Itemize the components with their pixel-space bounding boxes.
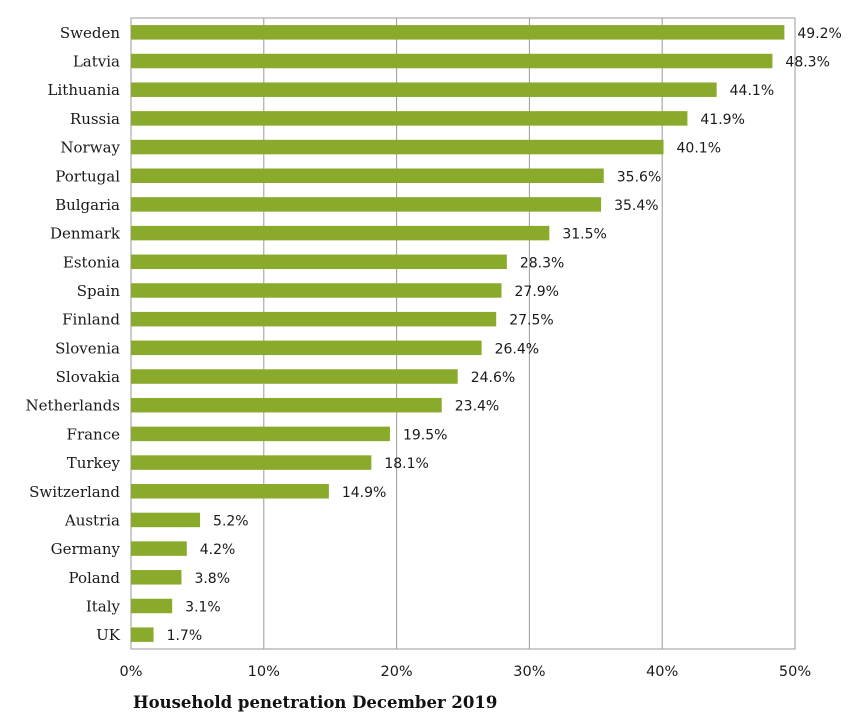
category-label: Finland	[62, 311, 120, 329]
bar-austria	[131, 512, 201, 528]
x-tick-label: 20%	[380, 664, 412, 680]
value-label: 27.9%	[515, 284, 559, 300]
bar-lithuania	[131, 82, 717, 97]
bars	[131, 25, 785, 642]
value-label: 3.8%	[194, 571, 230, 587]
value-label: 19.5%	[403, 427, 447, 443]
bar-poland	[131, 570, 182, 585]
category-label: Slovenia	[55, 339, 120, 357]
value-label: 24.6%	[471, 370, 515, 386]
value-label: 5.2%	[213, 513, 249, 529]
bar-portugal	[131, 168, 604, 183]
bar-spain	[131, 283, 502, 298]
category-label: Germany	[51, 540, 121, 558]
bar-slovakia	[131, 369, 458, 384]
category-label: Denmark	[50, 225, 121, 243]
bar-france	[131, 426, 390, 442]
value-label: 18.1%	[384, 456, 428, 472]
value-label: 28.3%	[520, 255, 564, 271]
value-label: 14.9%	[342, 485, 386, 501]
category-label: UK	[96, 626, 121, 644]
category-label: France	[67, 425, 121, 443]
value-label: 41.9%	[700, 112, 744, 128]
x-tick-label: 40%	[646, 664, 678, 680]
bar-germany	[131, 541, 187, 556]
bar-turkey	[131, 455, 372, 470]
value-label: 31.5%	[562, 227, 606, 243]
category-label: Russia	[70, 110, 120, 128]
bar-switzerland	[131, 484, 329, 499]
value-label: 44.1%	[730, 83, 774, 99]
x-tick-label: 0%	[119, 664, 142, 680]
bar-bulgaria	[131, 197, 602, 212]
x-tick-label: 10%	[248, 664, 280, 680]
category-label: Estonia	[63, 253, 120, 271]
bar-norway	[131, 139, 664, 155]
bar-uk	[131, 627, 154, 642]
bar-italy	[131, 598, 173, 614]
category-label: Bulgaria	[55, 196, 120, 214]
category-label: Sweden	[60, 24, 120, 42]
category-label: Norway	[60, 139, 120, 157]
plot-frame	[130, 17, 796, 650]
value-label: 27.5%	[509, 313, 553, 329]
category-label: Latvia	[73, 53, 120, 71]
category-label: Lithuania	[48, 81, 121, 99]
category-label: Turkey	[67, 454, 121, 472]
category-label: Portugal	[55, 167, 120, 185]
x-tick-label: 50%	[779, 664, 811, 680]
category-label: Switzerland	[29, 483, 120, 501]
value-labels: 49.2% 48.3% 44.1% 41.9% 40.1% 35.6% 35.4% 31.5%…	[167, 26, 842, 644]
value-label: 26.4%	[495, 341, 539, 357]
category-label: Austria	[64, 511, 120, 529]
bar-slovenia	[131, 340, 482, 356]
x-axis-title: Household penetration December 2019	[133, 693, 497, 712]
bar-estonia	[131, 254, 507, 270]
x-tick-labels: 0% 10% 20% 30% 40% 50%	[119, 664, 811, 680]
value-label: 49.2%	[797, 26, 841, 42]
category-label: Slovakia	[56, 368, 120, 386]
bar-netherlands	[131, 397, 442, 413]
bar-denmark	[131, 225, 550, 241]
category-label: Netherlands	[26, 397, 120, 415]
value-label: 40.1%	[677, 141, 721, 157]
value-label: 35.6%	[617, 169, 661, 185]
x-tick-label: 30%	[513, 664, 545, 680]
category-label: Poland	[68, 569, 120, 587]
value-label: 23.4%	[455, 399, 499, 415]
value-label: 48.3%	[785, 55, 829, 71]
category-label: Spain	[77, 282, 121, 300]
value-label: 1.7%	[167, 628, 203, 644]
bar-russia	[131, 111, 688, 126]
bar-latvia	[131, 53, 773, 69]
value-label: 4.2%	[200, 542, 236, 558]
value-label: 3.1%	[185, 599, 221, 615]
category-labels: Sweden Latvia Lithuania Russia Norway Portuga…	[26, 24, 121, 644]
bar-sweden	[131, 25, 785, 40]
category-label: Italy	[86, 597, 121, 615]
value-label: 35.4%	[614, 198, 658, 214]
bar-finland	[131, 311, 497, 327]
